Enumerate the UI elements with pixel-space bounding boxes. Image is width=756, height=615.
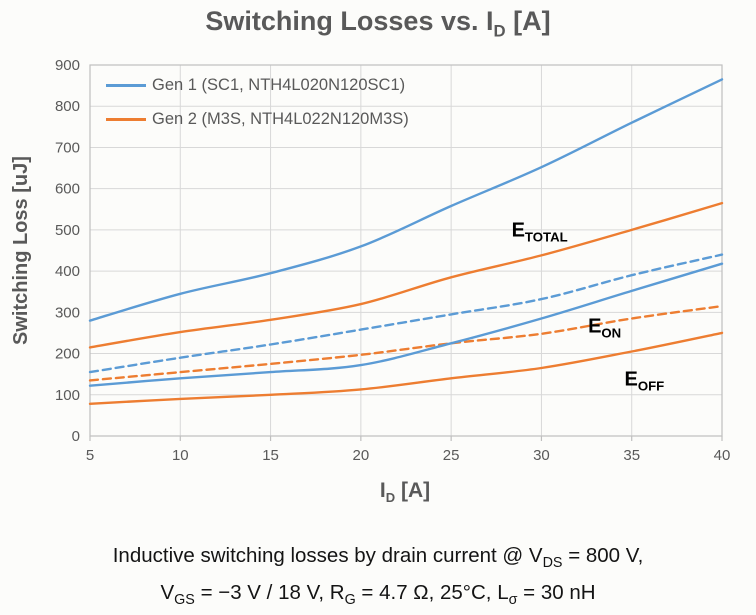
y-axis-title: Switching Loss [uJ] xyxy=(10,156,32,345)
legend-line-swatch xyxy=(106,118,146,121)
x-axis-title: ID [A] xyxy=(379,479,431,506)
y-tick-label: 700 xyxy=(55,139,80,156)
subscript: ON xyxy=(601,325,622,341)
y-tick-label: 600 xyxy=(55,181,80,198)
x-tick-label: 30 xyxy=(533,447,550,464)
y-tick-label: 400 xyxy=(55,263,80,280)
x-tick-label: 35 xyxy=(623,447,640,464)
subscript: GS xyxy=(174,592,195,609)
subscript: D xyxy=(493,21,506,41)
chart-title: Switching Losses vs. ID [A] xyxy=(205,6,551,41)
curve-gen1-eon xyxy=(88,253,724,374)
y-tick-label: 300 xyxy=(55,304,80,321)
legend-entry-gen-2: Gen 2 (M3S, NTH4L022N120M3S) xyxy=(106,110,409,129)
x-tick-label: 40 xyxy=(714,447,731,464)
x-tick-label: 5 xyxy=(86,447,94,464)
subscript: TOTAL xyxy=(524,229,568,245)
y-tick-label: 900 xyxy=(55,57,80,74)
y-tick-label: 800 xyxy=(55,98,80,115)
y-tick-label: 100 xyxy=(55,387,80,404)
curve-gen2-eon xyxy=(88,304,724,382)
plot-border xyxy=(89,64,723,437)
caption: Inductive switching losses by drain curr… xyxy=(0,541,756,615)
curve-gen1-eoff xyxy=(88,262,724,387)
subscript: G xyxy=(344,592,356,609)
curve-gen2-eoff xyxy=(88,331,724,405)
subscript: OFF xyxy=(637,378,665,394)
x-tick-label: 10 xyxy=(172,447,189,464)
legend-line-swatch xyxy=(106,84,146,87)
annotation-off: EOFF xyxy=(624,368,665,394)
x-tick-label: 15 xyxy=(262,447,279,464)
subscript: σ xyxy=(508,592,518,609)
subscript: DS xyxy=(542,555,563,572)
legend-label: Gen 2 (M3S, NTH4L022N120M3S) xyxy=(152,110,409,128)
y-tick-label: 500 xyxy=(55,222,80,239)
legend: Gen 1 (SC1, NTH4L020N120SC1) Gen 2 (M3S, … xyxy=(106,76,409,129)
chart-plot-area: 0 100 200 300 400 500 600 700 800 900 5 10 15 20 25 30 3… xyxy=(55,57,731,464)
annotation-total: ETOTAL xyxy=(511,219,568,245)
legend-label: Gen 1 (SC1, NTH4L020N120SC1) xyxy=(152,76,406,94)
curve-gen2-etotal xyxy=(88,201,724,349)
caption-line-2: VGS = −3 V / 18 V, RG = 4.7 Ω, 25°C, Lσ … xyxy=(160,581,596,609)
curve-gen1-etotal xyxy=(88,78,724,322)
x-tick-label: 20 xyxy=(353,447,370,464)
y-tick-label: 200 xyxy=(55,346,80,363)
x-tick-label: 25 xyxy=(443,447,460,464)
annotation-on: EON xyxy=(588,315,622,341)
y-tick-label: 0 xyxy=(72,428,80,445)
legend-entry-gen-1: Gen 1 (SC1, NTH4L020N120SC1) xyxy=(106,76,409,95)
caption-line-1: Inductive switching losses by drain curr… xyxy=(112,544,644,572)
subscript: D xyxy=(385,490,396,506)
